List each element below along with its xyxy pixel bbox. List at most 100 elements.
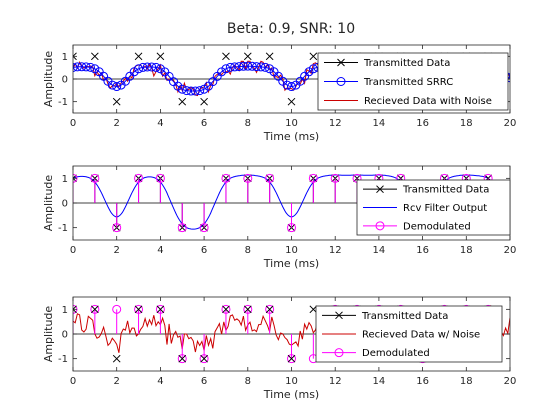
legend-entry-label: Rcv Filter Output [403,203,487,214]
x-tick-label: 0 [70,376,76,387]
x-tick-label: 10 [285,376,298,387]
transmitted-symbol [73,52,77,61]
transmitted-symbol [265,174,274,183]
transmitted-symbol [134,305,143,314]
transmitted-symbol [156,174,165,183]
transmitted-symbol [90,52,99,61]
x-tick-label: 12 [329,118,342,129]
y-tick-label: 0 [62,199,68,210]
transmitted-symbol [243,52,252,61]
srrc-point [164,71,174,81]
transmitted-symbol [309,174,318,183]
srrc-point [112,82,122,92]
x-tick-label: 2 [114,376,120,387]
srrc-point [147,62,157,72]
x-tick-label: 4 [157,245,163,256]
y-tick-label: 1 [62,305,68,316]
x-tick-label: 12 [329,376,342,387]
srrc-point [177,84,187,94]
x-tick-label: 18 [460,118,473,129]
y-axis-label: Amplitude [42,175,55,232]
transmitted-symbol [156,52,165,61]
x-tick-label: 6 [201,245,207,256]
x-tick-label: 16 [416,245,429,256]
srrc-point [85,62,95,72]
demod-point [243,173,253,183]
transmitted-symbol [156,305,165,314]
demod-point [199,354,209,364]
srrc-point [230,62,240,72]
x-tick-label: 0 [70,118,76,129]
transmitted-symbol [178,97,187,106]
demod-point [287,354,296,364]
demod-point [287,223,296,233]
transmitted-symbol [73,305,77,314]
x-tick-label: 2 [114,245,120,256]
y-axis-label: Amplitude [42,306,55,363]
srrc-point [225,62,235,72]
transmitted-symbol [265,52,274,61]
y-axis-label: Amplitude [42,51,55,108]
transmitted-symbol [309,52,318,61]
srrc-point [282,80,292,90]
legend: Transmitted Data Transmitted SRRC Recieved… [317,52,509,111]
srrc-point [186,86,196,96]
demod-point [330,173,340,183]
x-tick-label: 18 [460,245,473,256]
transmitted-symbol [222,174,230,183]
demod-point [221,304,231,314]
transmitted-symbol [112,354,121,363]
demod-point [134,304,144,314]
srrc-point [73,62,78,72]
legend-entry-label: Transmitted Data [363,58,450,69]
demod-point [199,223,209,233]
legend-swatch-x [376,185,384,194]
legend-swatch-x [335,311,343,320]
demod-point [112,304,122,314]
x-tick-label: 20 [504,245,517,256]
x-tick-label: 6 [201,376,207,387]
demod-point [221,173,231,183]
x-tick-label: 6 [201,118,207,129]
transmitted-symbol [90,305,99,314]
x-tick-label: 8 [245,118,251,129]
srrc-point [142,62,152,72]
demod-point [308,173,318,183]
demod-point [90,173,100,183]
legend-entry-label: Recieved Data with Noise [364,96,492,107]
x-tick-label: 14 [373,118,386,129]
legend-entry-label: Transmitted Data [402,185,489,196]
legend: Transmitted Data Rcv Filter Output Demodul… [356,179,511,236]
x-tick-label: 14 [373,245,386,256]
x-axis-label: Time (ms) [263,388,319,401]
demod-point [265,173,275,183]
x-axis-label: Time (ms) [263,257,319,270]
y-tick-label: -1 [58,223,68,234]
srrc-point [195,86,205,96]
demod-point [90,304,100,314]
x-tick-label: 10 [285,245,298,256]
y-tick-label: -1 [58,97,68,108]
srrc-point [287,82,296,92]
x-tick-label: 16 [416,118,429,129]
figure-title: Beta: 0.9, SNR: 10 [227,21,355,37]
transmitted-symbol [331,174,340,183]
demod-point [243,304,253,314]
transmitted-symbol [134,174,143,183]
srrc-point [247,61,257,71]
srrc-point [138,62,148,72]
transmitted-symbol [90,174,99,183]
demod-point [155,173,165,183]
legend-swatch-o [336,77,346,86]
transmitted-symbol [287,354,296,363]
legend: Transmitted Data Recieved Data w/ Noise De… [315,305,503,363]
srrc-point [221,64,231,74]
x-tick-label: 12 [329,245,342,256]
srrc-point [308,64,318,74]
srrc-point [238,61,248,71]
srrc-point [182,86,192,96]
